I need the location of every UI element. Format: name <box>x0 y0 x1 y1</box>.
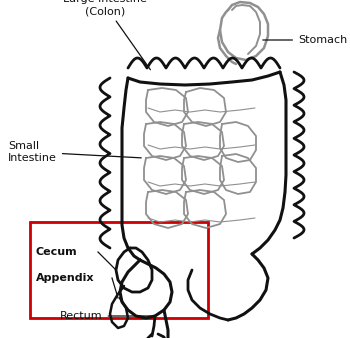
Text: Rectum: Rectum <box>60 311 151 321</box>
Text: Small
Intestine: Small Intestine <box>8 141 141 163</box>
Text: Cecum: Cecum <box>36 247 78 257</box>
Text: Appendix: Appendix <box>36 273 94 283</box>
Text: Anus: Anus <box>0 337 1 338</box>
Bar <box>30 222 208 318</box>
Text: Large Intestine
(Colon): Large Intestine (Colon) <box>63 0 150 70</box>
Text: Stomach: Stomach <box>263 35 347 45</box>
